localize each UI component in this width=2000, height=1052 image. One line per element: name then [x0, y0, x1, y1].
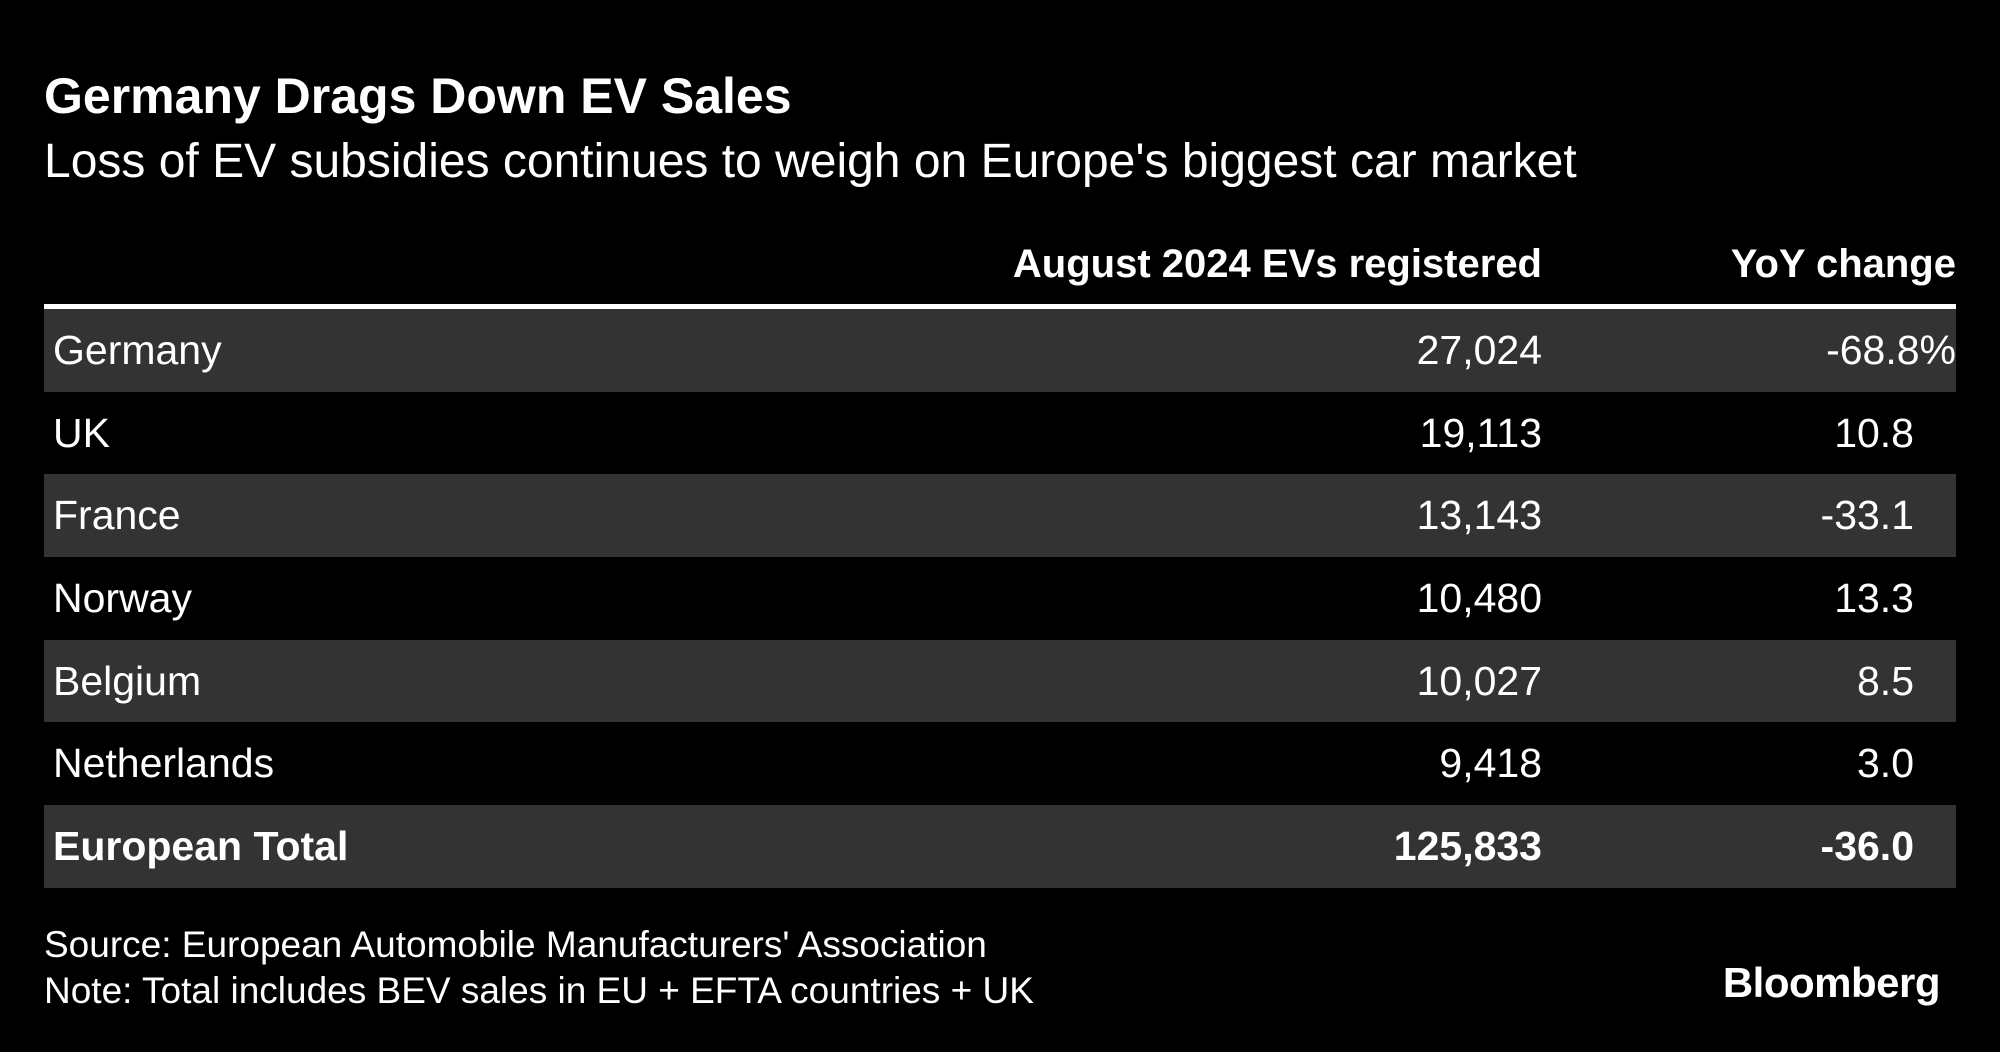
- row-country: Norway: [53, 575, 192, 622]
- table-total-row: European Total 125,833 -36.0: [44, 805, 1956, 888]
- row-country: Netherlands: [53, 740, 275, 787]
- row-registered: 9,418: [1439, 740, 1542, 787]
- chart-subtitle: Loss of EV subsidies continues to weigh …: [44, 135, 1577, 188]
- total-yoy: -36.0: [1820, 823, 1914, 870]
- row-country: Germany: [53, 327, 222, 373]
- row-yoy: 3.0: [1857, 740, 1914, 787]
- table-header: August 2024 EVs registered YoY change: [44, 222, 1956, 309]
- table-row: France 13,143 -33.1: [44, 474, 1956, 558]
- header-registered: August 2024 EVs registered: [1012, 242, 1542, 286]
- row-registered: 13,143: [1416, 492, 1542, 539]
- row-registered: 10,027: [1416, 657, 1542, 704]
- row-yoy: 13.3: [1834, 575, 1914, 622]
- source-note: Source: European Automobile Manufacturer…: [44, 924, 987, 965]
- chart-title: Germany Drags Down EV Sales: [44, 68, 792, 124]
- footnote: Note: Total includes BEV sales in EU + E…: [44, 970, 1034, 1011]
- table-row: UK 19,113 10.8: [44, 392, 1956, 475]
- total-registered: 125,833: [1393, 823, 1542, 870]
- table-row: Germany 27,024 -68.8%: [44, 309, 1956, 392]
- row-yoy: -33.1: [1820, 492, 1914, 539]
- total-label: European Total: [53, 823, 349, 870]
- table-row: Netherlands 9,418 3.0: [44, 722, 1956, 805]
- ev-sales-table: August 2024 EVs registered YoY change Ge…: [44, 222, 1956, 888]
- row-registered: 19,113: [1419, 409, 1542, 456]
- row-country: UK: [53, 409, 110, 456]
- row-yoy: 10.8: [1834, 409, 1914, 456]
- table-row: Belgium 10,027 8.5: [44, 639, 1956, 723]
- row-country: France: [53, 492, 181, 539]
- table-row: Norway 10,480 13.3: [44, 557, 1956, 640]
- bloomberg-logo: Bloomberg: [1722, 959, 1941, 1006]
- row-registered: 10,480: [1416, 575, 1542, 622]
- row-yoy: -68.8%: [1826, 327, 1956, 373]
- header-yoy-change: YoY change: [1730, 242, 1956, 286]
- row-registered: 27,024: [1416, 327, 1542, 373]
- row-country: Belgium: [53, 657, 202, 704]
- row-yoy: 8.5: [1857, 657, 1914, 704]
